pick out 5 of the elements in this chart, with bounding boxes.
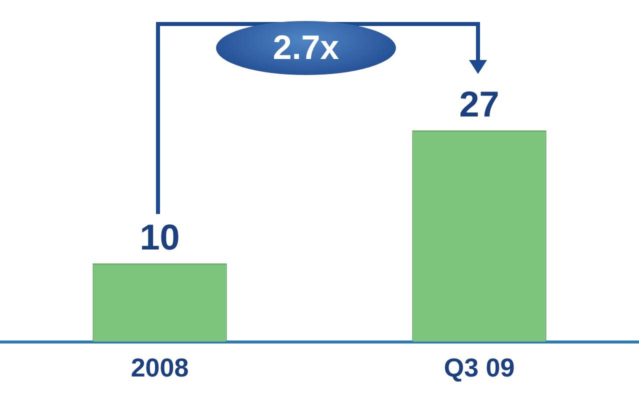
data-label: 27 — [459, 83, 500, 124]
data-label: 10 — [140, 216, 180, 258]
x-tick-label: Q3 09 — [444, 352, 515, 383]
x-tick-label: 2008 — [130, 352, 189, 383]
text: 2.7x — [216, 21, 396, 75]
